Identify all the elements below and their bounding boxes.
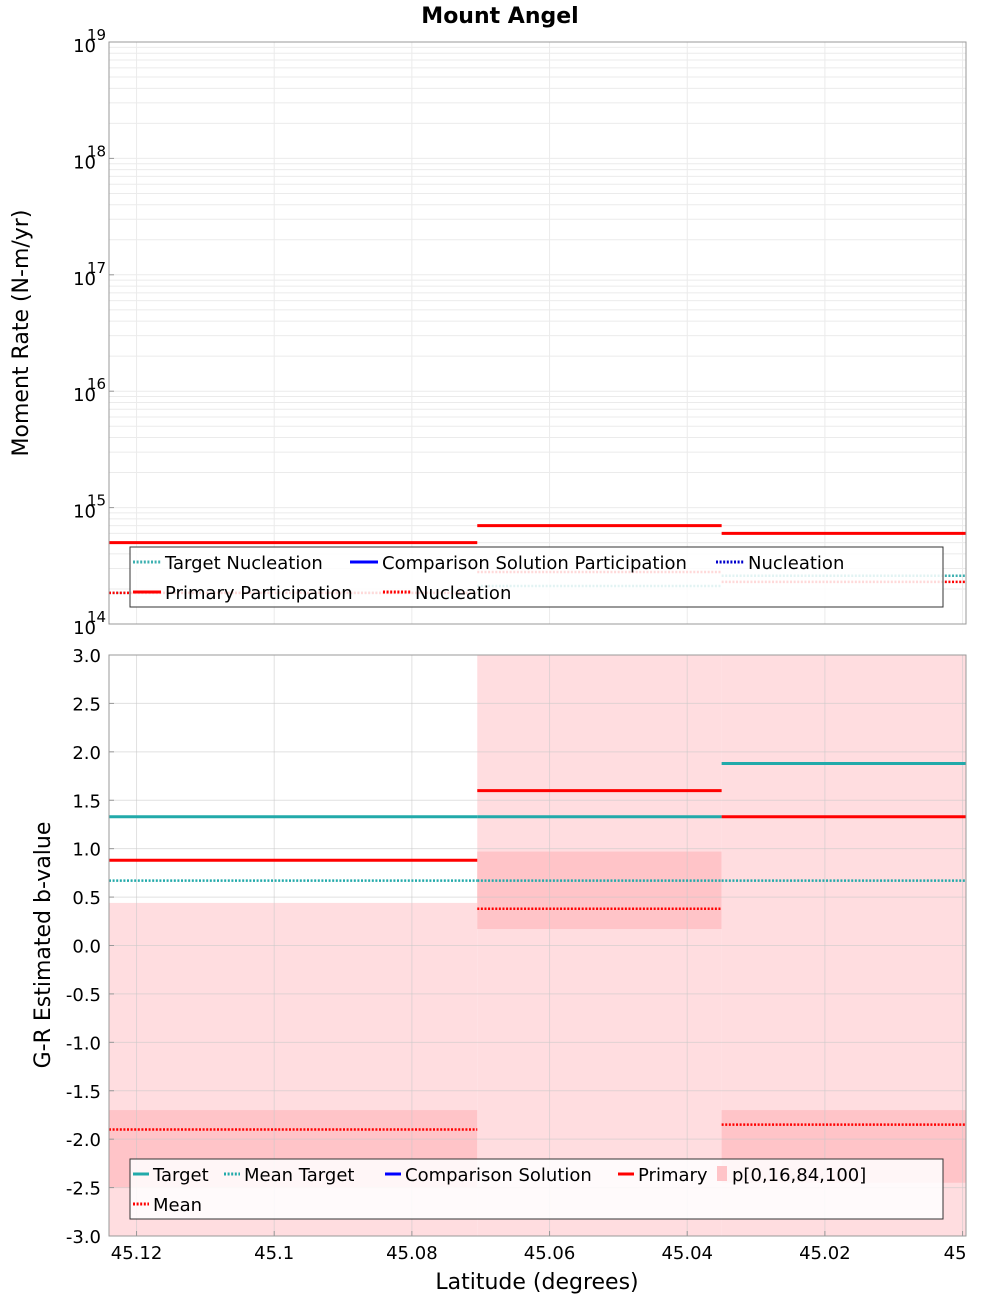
bottom-y-tick-label: -1.5: [66, 1082, 101, 1103]
x-tick-label: 45.06: [524, 1243, 576, 1264]
band-inner: [477, 851, 722, 930]
bottom-y-tick-label: 0.0: [72, 937, 101, 958]
top-y-tick-label: 10: [73, 385, 96, 406]
x-tick-label: 45.12: [111, 1243, 163, 1264]
bottom-y-tick-label: -2.5: [66, 1179, 101, 1200]
top-y-tick-exponent: 18: [87, 142, 106, 160]
top-plot-area: [109, 42, 966, 624]
bottom-y-ticks: 3.0 2.5 2.0 1.5 1.0 0.5 0.0 -0.5 -1.0 -1.5 -2.0 -2.…: [66, 646, 114, 1248]
bottom-y-tick-label: 1.5: [72, 791, 101, 812]
bottom-y-tick-label: 2.5: [72, 694, 101, 715]
top-legend-label: Nucleation: [415, 583, 511, 604]
top-y-tick-label: 10: [73, 269, 96, 290]
top-legend: Target Nucleation Comparison Solution Par…: [129, 546, 944, 608]
bottom-y-tick-label: 0.5: [72, 888, 101, 909]
top-y-tick-label: 10: [73, 152, 96, 173]
bottom-legend-label: Comparison Solution: [405, 1165, 592, 1186]
bottom-legend-band-swatch: [717, 1166, 727, 1181]
bottom-series: [109, 761, 966, 1131]
bottom-legend: Target Mean Target Comparison Solution Prim…: [129, 1158, 944, 1220]
bottom-legend-band-label: p[0,16,84,100]: [732, 1165, 866, 1186]
bottom-legend-label: Target: [152, 1165, 209, 1186]
bottom-y-tick-label: -1.0: [66, 1033, 101, 1054]
bottom-legend-label: Mean Target: [244, 1165, 354, 1186]
top-legend-label: Primary Participation: [165, 583, 353, 604]
x-tick-label: 45: [944, 1243, 967, 1264]
top-legend-label: Comparison Solution Participation: [382, 553, 687, 574]
top-legend-label: Nucleation: [748, 553, 844, 574]
top-y-tick-exponent: 19: [87, 26, 106, 44]
top-y-tick-exponent: 14: [87, 608, 106, 626]
bottom-y-axis-label: G-R Estimated b-value: [31, 822, 56, 1069]
bottom-y-tick-label: -0.5: [66, 985, 101, 1006]
b-value-panel: 3.0 2.5 2.0 1.5 1.0 0.5 0.0 -0.5 -1.0 -1.5 -2.0 -2.…: [31, 646, 967, 1295]
bottom-legend-label: Mean: [153, 1195, 202, 1216]
top-y-tick-exponent: 17: [87, 259, 106, 277]
x-ticks: 45.12 45.1 45.08 45.06 45.04 45.02 45: [111, 1231, 967, 1264]
top-y-tick-exponent: 16: [87, 375, 106, 393]
x-tick-label: 45.02: [799, 1243, 851, 1264]
x-axis-label: Latitude (degrees): [435, 1270, 638, 1295]
bottom-y-tick-label: -3.0: [66, 1227, 101, 1248]
top-y-tick-label: 10: [73, 36, 96, 57]
top-y-tick-label: 10: [73, 618, 96, 639]
bottom-y-tick-label: 2.0: [72, 743, 101, 764]
x-tick-label: 45.08: [386, 1243, 438, 1264]
top-legend-box: [129, 546, 944, 608]
bottom-y-tick-label: 1.0: [72, 840, 101, 861]
bottom-y-tick-label: -2.0: [66, 1130, 101, 1151]
x-tick-label: 45.1: [254, 1243, 294, 1264]
top-y-tick-label: 10: [73, 502, 96, 523]
x-tick-label: 45.04: [661, 1243, 713, 1264]
bottom-legend-box: [129, 1158, 944, 1220]
bottom-y-tick-label: 3.0: [72, 646, 101, 667]
bottom-legend-label: Primary: [638, 1165, 708, 1186]
top-y-tick-exponent: 15: [87, 492, 106, 510]
top-plot-frame: [108, 41, 967, 625]
chart-title: Mount Angel: [421, 4, 578, 29]
top-legend-label: Target Nucleation: [164, 553, 323, 574]
top-y-axis-label: Moment Rate (N-m/yr): [9, 210, 34, 457]
